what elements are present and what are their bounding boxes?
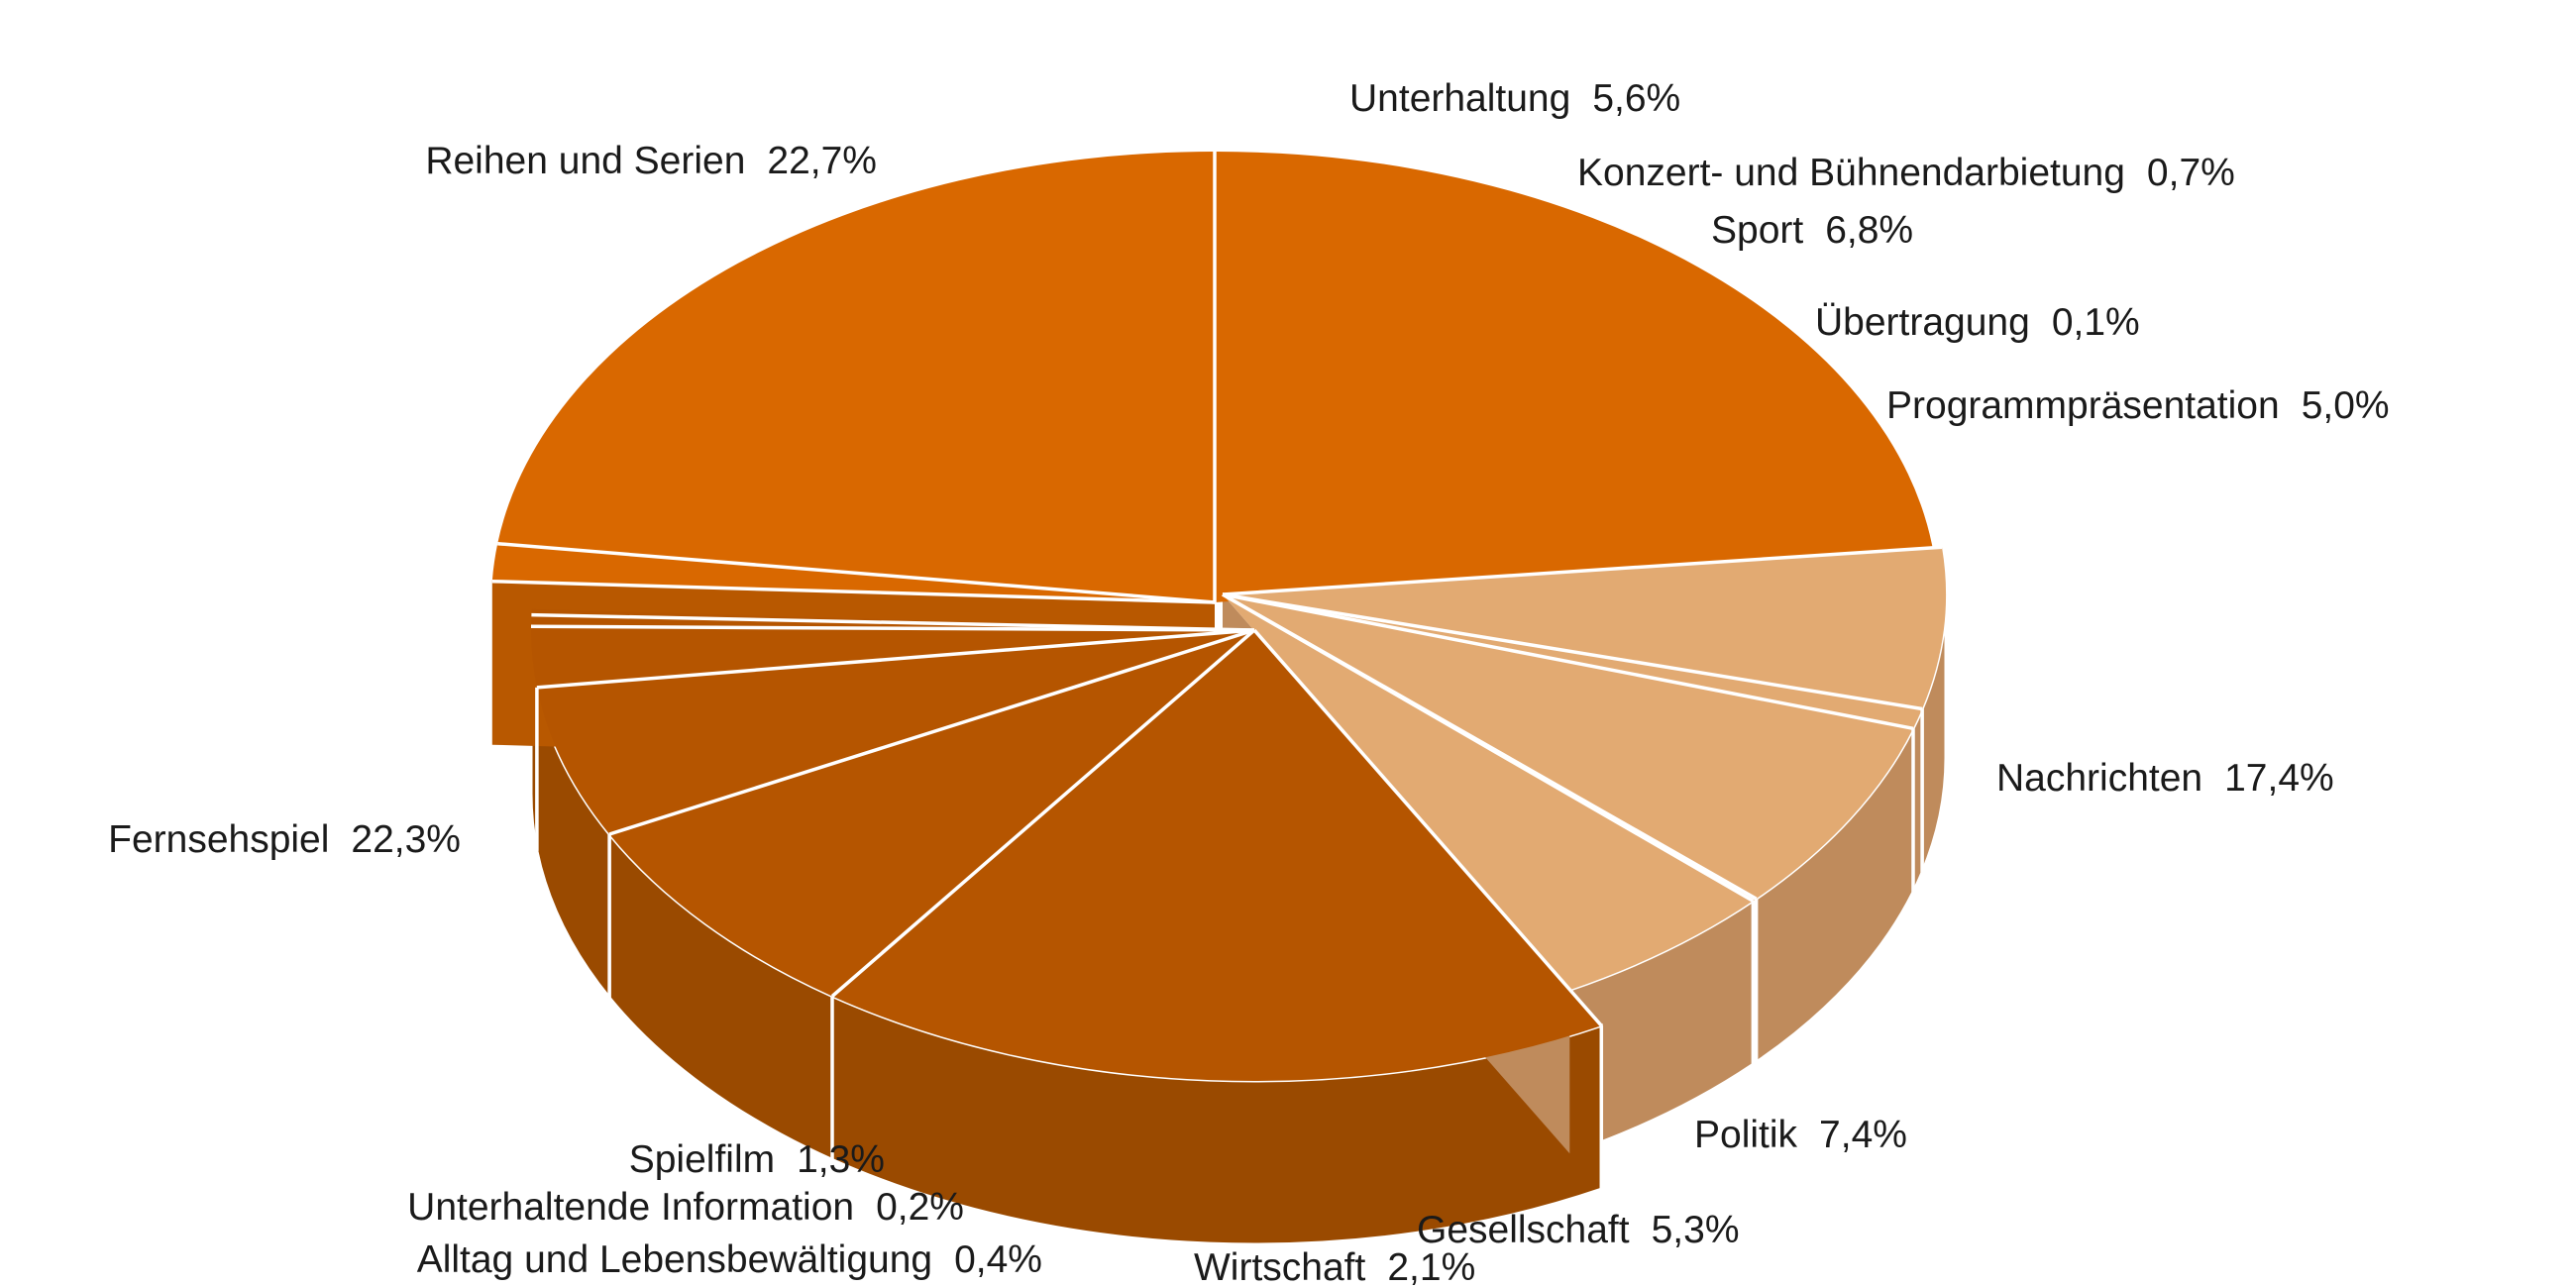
slice-separator <box>497 541 1216 604</box>
slice-label-value: 22,3% <box>351 818 461 861</box>
pie-slice-programmpraesentation <box>1223 594 1754 991</box>
slice-label-nachrichten: Nachrichten 17,4% <box>1996 757 2334 800</box>
pie-slice-sport <box>1223 594 1913 900</box>
slice-label-politik: Politik 7,4% <box>1694 1114 1907 1156</box>
slice-label-gesellschaft: Gesellschaft 5,3% <box>1417 1209 1740 1251</box>
pie-slice-nachrichten <box>832 630 1602 1082</box>
slice-label-value: 0,4% <box>954 1238 1042 1281</box>
slice-label-wirtschaft: Wirtschaft 2,1% <box>1194 1246 1475 1288</box>
slice-label-value: 5,0% <box>2302 384 2390 427</box>
slice-label-value: 0,1% <box>2052 301 2140 344</box>
slice-label-value: 6,8% <box>1825 209 1913 252</box>
slice-label-name: Politik <box>1694 1114 1798 1156</box>
slice-label-name: Nachrichten <box>1996 757 2202 800</box>
pie-slice-fernsehspiel <box>497 152 1215 602</box>
slice-label-name: Übertragung <box>1815 301 2030 344</box>
slice-separator <box>491 579 1216 604</box>
slice-separator <box>531 612 1255 632</box>
slice-separator <box>1222 592 1755 903</box>
slice-label-name: Sport <box>1711 209 1803 252</box>
pie-labels: Reihen und Serien 22,7% Unterhaltung 5,6% Ko… <box>108 77 2389 1288</box>
slice-label-value: 22,7% <box>767 140 877 182</box>
slice-label-value: 17,4% <box>2224 757 2334 800</box>
slice-label-value: 0,2% <box>876 1186 964 1229</box>
slice-label-name: Spielfilm <box>629 1138 775 1181</box>
slice-label-name: Unterhaltung <box>1349 77 1570 120</box>
pie-edges <box>491 152 1943 1190</box>
slice-label-name: Reihen und Serien <box>425 140 745 182</box>
slice-label-name: Unterhaltende Information <box>407 1186 854 1229</box>
pie-slice-gesellschaft <box>536 630 1254 834</box>
slice-separator <box>1252 628 1603 1027</box>
slice-label-name: Gesellschaft <box>1417 1209 1630 1251</box>
slice-label-value: 7,4% <box>1819 1114 1907 1156</box>
slice-separator <box>536 628 1255 690</box>
slice-label-unterhaltende-information: Unterhaltende Information 0,2% <box>407 1186 964 1229</box>
slice-label-name: Konzert- und Bühnendarbietung <box>1577 152 2125 194</box>
slice-label-konzert-und-buehnendarbietung: Konzert- und Bühnendarbietung 0,7% <box>1577 152 2235 194</box>
slice-separator <box>608 628 1255 836</box>
slice-label-uebertragung: Übertragung 0,1% <box>1815 301 2140 344</box>
slice-label-name: Programmpräsentation <box>1886 384 2280 427</box>
slice-separator <box>530 624 1255 632</box>
slice-label-value: 1,3% <box>797 1138 885 1181</box>
slice-label-alltag-und-lebensbewaeltigung: Alltag und Lebensbewältigung 0,4% <box>417 1238 1042 1281</box>
slice-label-name: Alltag und Lebensbewältigung <box>417 1238 932 1281</box>
slice-label-reihen-und-serien: Reihen und Serien 22,7% <box>425 140 877 182</box>
slice-label-unterhaltung: Unterhaltung 5,6% <box>1349 77 1680 120</box>
slice-label-value: 5,3% <box>1652 1209 1740 1251</box>
pie-slice-unterhaltung <box>1223 547 1947 709</box>
slice-separator <box>1222 545 1943 596</box>
slice-separator <box>1222 592 1923 711</box>
pie-slice-reihen-und-serien <box>1215 152 1934 602</box>
slice-label-value: 2,1% <box>1387 1246 1475 1288</box>
slice-label-sport: Sport 6,8% <box>1711 209 1913 252</box>
slice-label-value: 0,7% <box>2147 152 2235 194</box>
pie-slice-politik <box>609 630 1254 997</box>
slice-separator <box>1222 592 1914 731</box>
slice-label-name: Wirtschaft <box>1194 1246 1366 1288</box>
slice-label-value: 5,6% <box>1592 77 1680 120</box>
slice-label-fernsehspiel: Fernsehspiel 22,3% <box>108 818 461 861</box>
slice-label-spielfilm: Spielfilm 1,3% <box>629 1138 885 1181</box>
slice-separator <box>830 628 1256 998</box>
slice-label-name: Fernsehspiel <box>108 818 329 861</box>
slice-label-programmpraesentation: Programmpräsentation 5,0% <box>1886 384 2390 427</box>
